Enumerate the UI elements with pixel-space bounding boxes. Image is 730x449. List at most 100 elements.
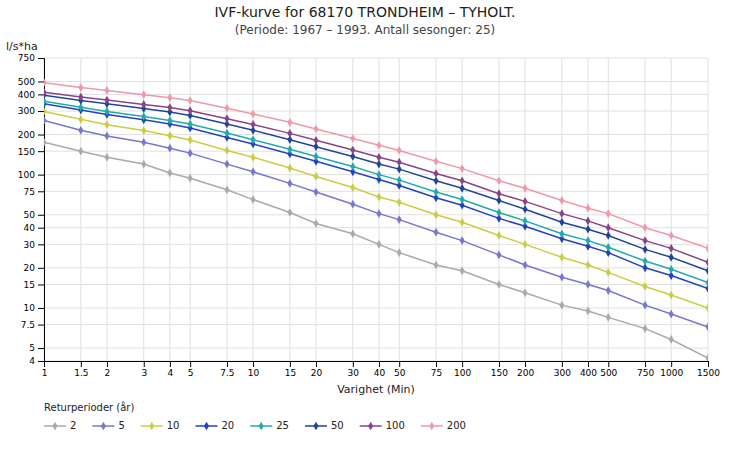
series-marker [188,174,193,183]
series-marker [523,288,528,297]
series-marker [460,164,465,173]
x-tick-label: 400 [580,368,597,378]
series-marker [141,138,146,147]
series-marker [705,244,708,253]
x-tick-mark [462,361,463,367]
series-marker [496,176,501,185]
series-marker [287,208,292,217]
x-tick-label: 2 [105,368,111,378]
y-grid-line [44,58,708,59]
y-tick-mark [38,151,44,152]
series-marker [496,231,501,240]
legend-marker [101,422,106,431]
y-tick-mark [38,308,44,309]
y-tick-label: 20 [24,263,36,273]
series-marker [167,116,172,125]
series-marker [78,93,83,102]
series [44,99,708,292]
series-marker [585,204,590,213]
x-tick: 20 [311,361,323,378]
x-tick-mark [107,361,108,367]
x-tick: 4 [168,361,174,378]
legend-marker [313,422,318,431]
series-marker [559,196,564,205]
x-tick-mark [379,361,380,367]
series-marker [78,126,83,135]
legend-marker [368,422,373,431]
y-tick-mark [38,361,44,362]
series-marker [141,100,146,109]
series-marker [643,324,648,333]
series-marker [460,218,465,227]
y-tick-mark [38,215,44,216]
x-tick-label: 100 [454,368,471,378]
series-marker [559,229,564,238]
x-tick-mark [81,361,82,367]
series-marker [523,217,528,226]
series-marker [376,193,381,202]
series-marker [141,112,146,121]
series-marker [224,185,229,194]
series-line [44,101,708,282]
x-tick: 400 [580,361,597,378]
series-marker [559,273,564,282]
series-marker [433,169,438,178]
x-grid-line [352,58,353,361]
series-marker [669,231,674,240]
series-marker [669,244,674,253]
y-tick: 400 [18,90,44,100]
x-tick: 50 [394,361,406,378]
series-marker [350,183,355,192]
x-tick: 200 [517,361,534,378]
legend-label: 5 [118,420,124,431]
x-tick: 1.5 [74,361,88,378]
series-marker [251,120,256,129]
x-tick: 100 [454,361,471,378]
y-axis: 457.510152030405075100150200300400500750 [18,53,45,366]
series-marker [224,114,229,123]
series-marker [643,236,648,245]
series-marker [188,120,193,129]
y-tick: 150 [18,147,44,157]
x-tick-label: 1.5 [74,368,88,378]
y-tick-label: 75 [24,187,35,197]
y-grid-line [44,81,708,82]
title: IVF-kurve for 68170 TRONDHEIM – TYHOLT. [214,4,515,20]
series [44,78,708,252]
series-marker [606,313,611,322]
y-tick-mark [38,135,44,136]
series-marker [287,129,292,138]
series-marker [224,146,229,155]
series-marker [705,278,708,287]
series-marker [167,103,172,112]
series-line [44,95,708,271]
series-line [44,83,708,249]
x-grid-line [399,58,400,361]
y-tick-label: 5 [29,343,35,353]
series-marker [44,107,47,116]
series-marker [606,209,611,218]
series-line [44,111,708,308]
series-marker [167,131,172,140]
x-tick-label: 150 [491,368,508,378]
x-tick-mark [170,361,171,367]
x-tick-mark [608,361,609,367]
series-marker [643,223,648,232]
series-marker [287,164,292,173]
x-tick-label: 750 [637,368,654,378]
series-marker [705,304,708,313]
series-marker [44,138,47,147]
legend-label: 2 [70,420,76,431]
series-marker [141,160,146,169]
y-tick: 4 [29,356,44,366]
series-marker [397,158,402,167]
series-marker [669,335,674,344]
series-marker [313,136,318,145]
x-tick: 40 [374,361,386,378]
series-marker [44,116,47,125]
series-marker [376,141,381,150]
x-tick-mark [525,361,526,367]
series-marker [559,253,564,262]
series-marker [397,146,402,155]
legend: Returperioder (år)2510202550100200 [44,401,466,431]
